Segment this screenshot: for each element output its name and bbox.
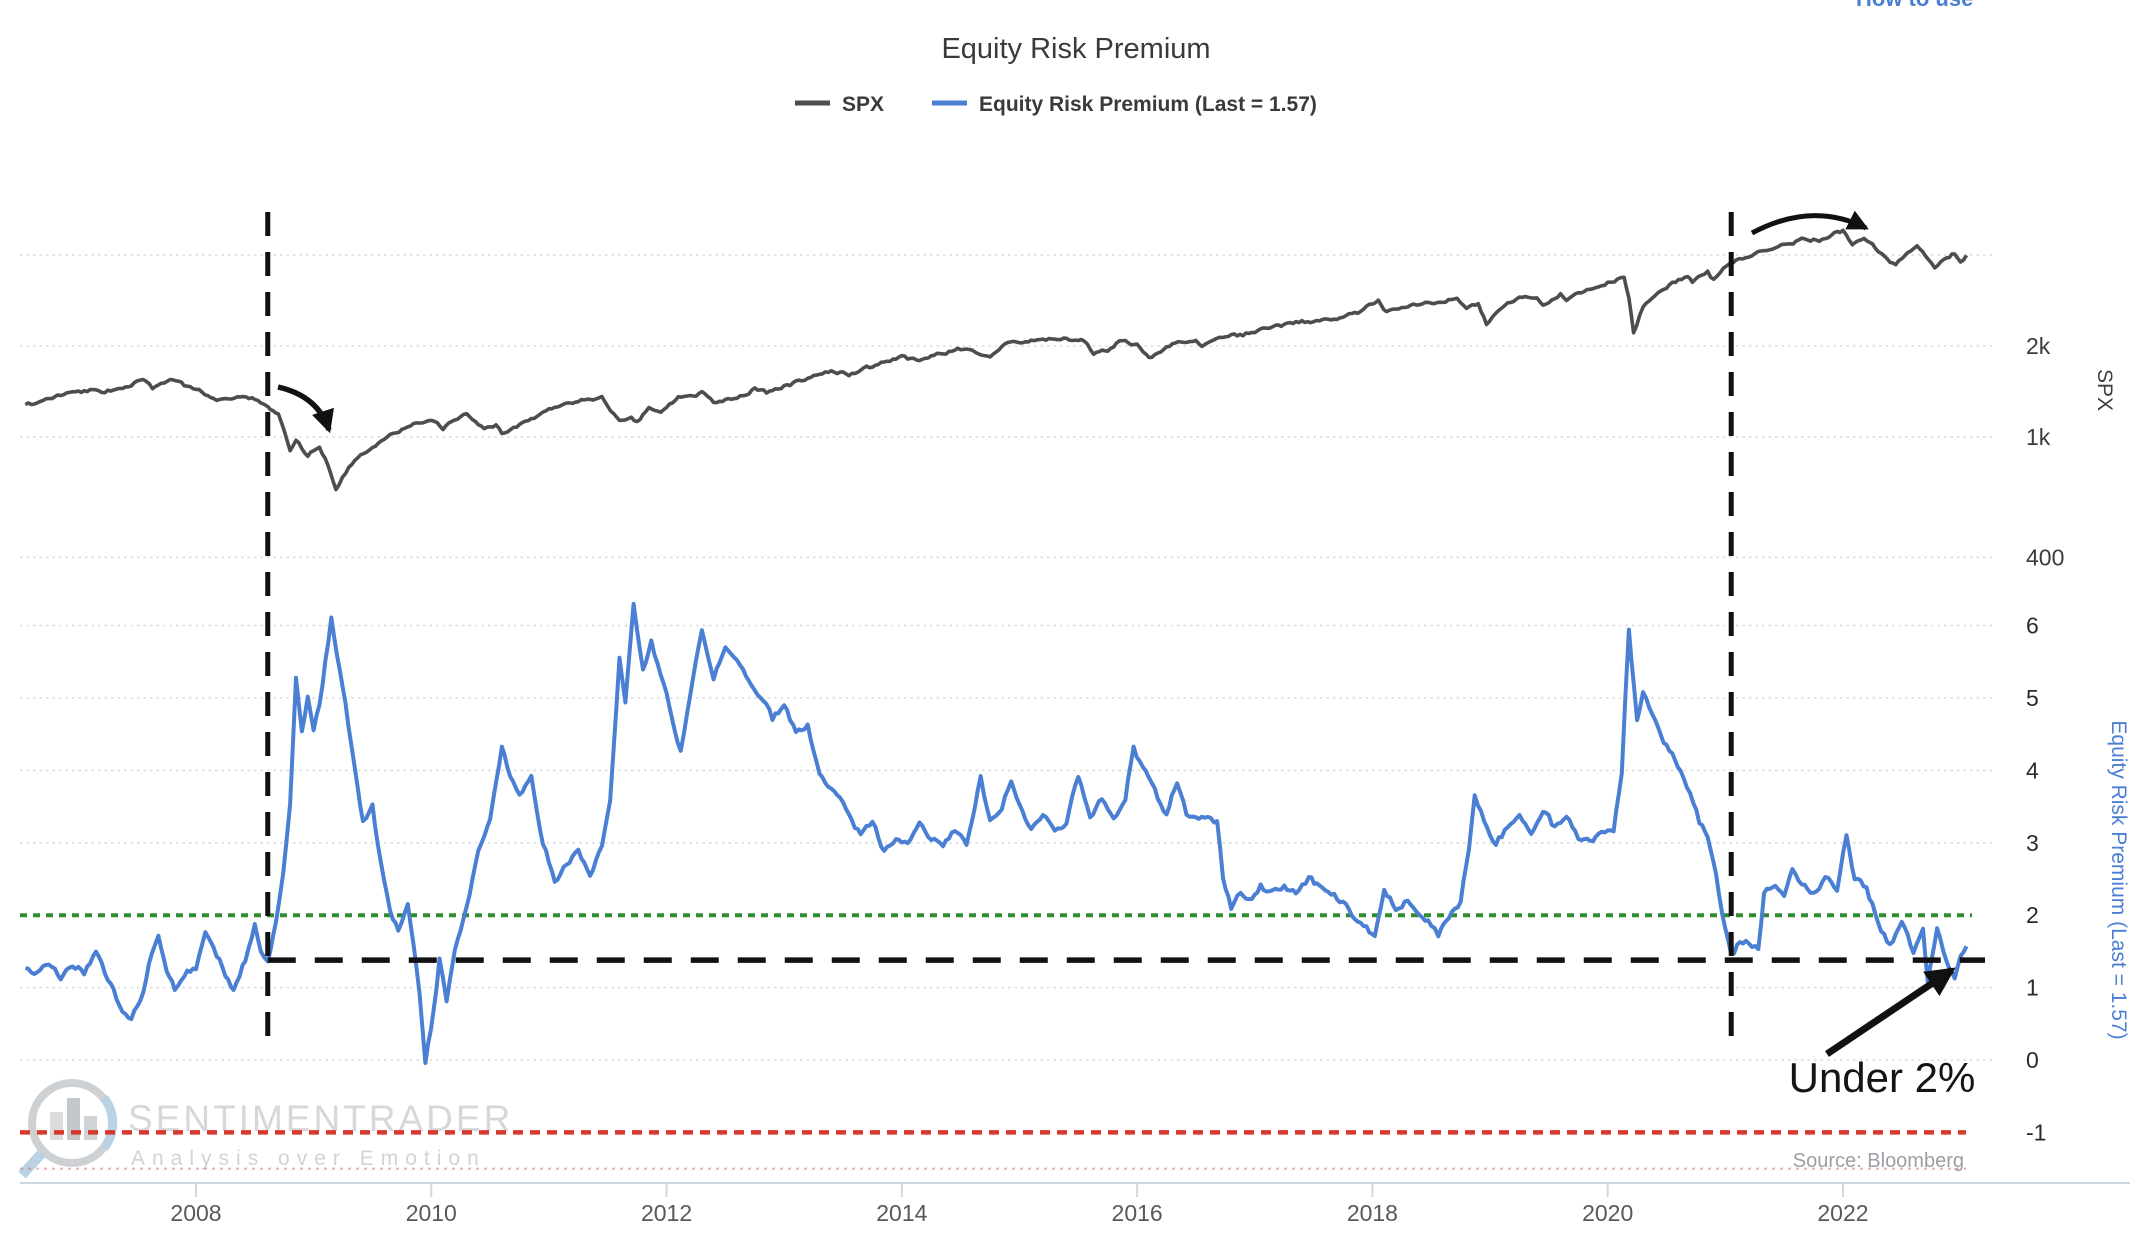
axes — [20, 1182, 2130, 1197]
x-tick-label: 2018 — [1347, 1200, 1398, 1226]
gridlines — [20, 254, 1993, 1061]
watermark-logo-handle — [18, 1149, 46, 1179]
spx-tick-label: 1k — [2026, 424, 2051, 450]
x-tick-label: 2012 — [641, 1200, 692, 1226]
spx-line — [24, 228, 1969, 492]
erp-tick-label: -1 — [2026, 1119, 2046, 1145]
how-to-use-link[interactable]: How to use — [1856, 0, 2056, 12]
watermark-bar — [84, 1116, 97, 1140]
sentimentrader-watermark: SENTIMENTRADER Analysis over Emotion — [18, 1079, 513, 1179]
x-tick-label: 2020 — [1582, 1200, 1633, 1226]
spx-tick-label: 2k — [2026, 333, 2051, 359]
x-tick-label: 2016 — [1112, 1200, 1163, 1226]
erp-tick-label: 2 — [2026, 902, 2039, 928]
right-axis-title-spx: SPX — [2093, 369, 2116, 411]
x-tick-label: 2014 — [876, 1200, 927, 1226]
under-2pct-arrow-icon — [1825, 967, 1956, 1057]
legend-label-spx: SPX — [842, 93, 884, 116]
tick-labels: 2008 2010 2012 2014 2016 2018 2020 20222k1k4006… — [170, 333, 2064, 1226]
x-tick-label: 2010 — [406, 1200, 457, 1226]
erp-line — [24, 601, 1969, 1065]
erp-tick-label: 1 — [2026, 975, 2039, 1001]
source-label: Source: Bloomberg — [1793, 1150, 1964, 1172]
erp-tick-label: 4 — [2026, 757, 2039, 783]
spx-tick-label: 400 — [2026, 544, 2064, 570]
reference-lines — [20, 913, 1972, 1170]
erp-tick-label: 6 — [2026, 613, 2039, 639]
curved-arrow-2021-right-icon — [1750, 210, 1869, 236]
legend: SPX Equity Risk Premium (Last = 1.57) — [795, 93, 1317, 116]
annotations: Under 2% — [277, 210, 1976, 1101]
chart-title: Equity Risk Premium — [941, 33, 1210, 65]
legend-label-erp: Equity Risk Premium (Last = 1.57) — [979, 93, 1317, 116]
series-lines — [24, 228, 1969, 1065]
watermark-logo-arc — [100, 1095, 118, 1151]
x-tick-label: 2022 — [1817, 1200, 1868, 1226]
watermark-title: SENTIMENTRADER — [128, 1098, 513, 1139]
curved-arrow-2008-down-icon — [277, 384, 334, 434]
erp-tick-label: 5 — [2026, 685, 2039, 711]
watermark-bar — [50, 1112, 63, 1140]
x-tick-label: 2008 — [170, 1200, 221, 1226]
under-2pct-annotation: Under 2% — [1789, 1054, 1976, 1101]
watermark-subtitle: Analysis over Emotion — [131, 1147, 486, 1170]
right-axis-title-erp: Equity Risk Premium (Last = 1.57) — [2107, 720, 2130, 1039]
erp-tick-label: 0 — [2026, 1047, 2039, 1073]
black-dashed-lines — [265, 212, 1985, 1038]
watermark-bar — [67, 1098, 80, 1140]
erp-tick-label: 3 — [2026, 830, 2039, 856]
